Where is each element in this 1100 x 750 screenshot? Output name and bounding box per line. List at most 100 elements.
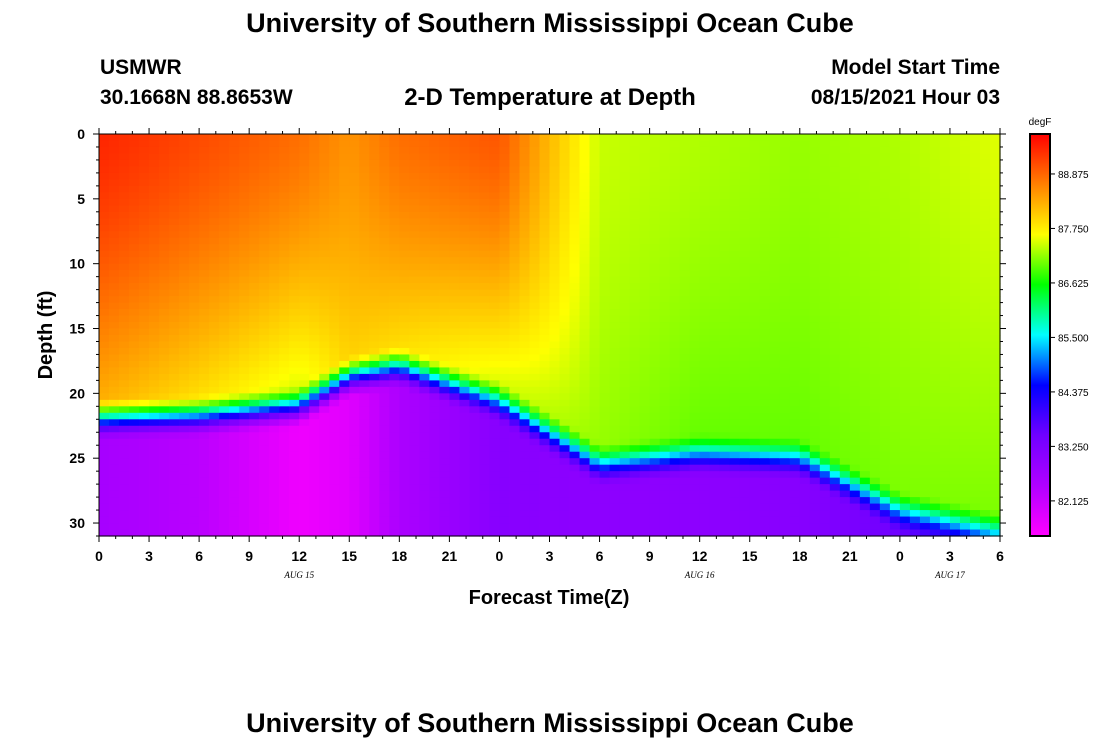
heatmap-cell — [209, 373, 220, 381]
heatmap-cell — [329, 471, 340, 479]
heatmap-cell — [839, 146, 851, 155]
heatmap-cell — [199, 438, 210, 446]
heatmap-cell — [639, 198, 651, 206]
heatmap-cell — [509, 218, 521, 226]
heatmap-cell — [319, 347, 330, 356]
heatmap-cell — [449, 315, 460, 323]
heatmap-cell — [359, 335, 370, 343]
heatmap-cell — [779, 134, 791, 142]
heatmap-cell — [469, 529, 481, 537]
heatmap-cell — [319, 464, 330, 472]
heatmap-cell — [519, 283, 531, 291]
heatmap-cell — [779, 516, 791, 524]
heatmap-cell — [589, 438, 601, 446]
heatmap-cell — [759, 477, 771, 485]
heatmap-cell — [699, 497, 711, 505]
heatmap-cell — [189, 510, 200, 518]
heatmap-cell — [109, 503, 120, 511]
heatmap-cell — [639, 237, 651, 245]
heatmap-cell — [199, 451, 210, 459]
heatmap-cell — [179, 224, 190, 232]
heatmap-cell — [399, 153, 410, 161]
heatmap-cell — [189, 386, 200, 394]
heatmap-cell — [819, 211, 831, 219]
heatmap-cell — [779, 438, 791, 446]
heatmap-cell — [349, 289, 360, 297]
heatmap-cell — [539, 153, 551, 161]
heatmap-cell — [839, 445, 851, 453]
heatmap-cell — [559, 328, 571, 336]
heatmap-cell — [259, 393, 270, 401]
heatmap-cell — [459, 458, 471, 466]
heatmap-cell — [859, 146, 871, 155]
heatmap-cell — [789, 373, 801, 381]
heatmap-cell — [239, 438, 250, 446]
heatmap-cell — [629, 516, 641, 524]
heatmap-cell — [169, 218, 180, 226]
heatmap-cell — [459, 477, 471, 485]
heatmap-cell — [539, 309, 551, 317]
heatmap-cell — [129, 289, 140, 297]
heatmap-cell — [319, 172, 330, 180]
heatmap-cell — [359, 438, 370, 446]
heatmap-cell — [749, 166, 761, 174]
heatmap-cell — [239, 153, 250, 161]
heatmap-cell — [609, 159, 621, 168]
heatmap-cell — [319, 367, 330, 375]
heatmap-cell — [269, 322, 280, 330]
heatmap-cell — [819, 328, 831, 336]
heatmap-cell — [819, 205, 831, 213]
heatmap-cell — [309, 406, 320, 414]
heatmap-cell — [539, 244, 551, 252]
heatmap-cell — [619, 406, 631, 414]
heatmap-cell — [229, 438, 240, 446]
heatmap-cell — [369, 373, 380, 381]
heatmap-cell — [649, 172, 661, 180]
heatmap-cell — [749, 218, 761, 226]
heatmap-cell — [359, 205, 370, 213]
heatmap-cell — [809, 231, 821, 239]
heatmap-cell — [419, 302, 430, 310]
heatmap-cell — [249, 458, 260, 466]
heatmap-cell — [879, 406, 891, 414]
heatmap-cell — [839, 425, 851, 433]
heatmap-cell — [489, 315, 501, 323]
heatmap-cell — [439, 146, 450, 155]
heatmap-cell — [669, 315, 681, 323]
heatmap-cell — [469, 224, 481, 232]
heatmap-cell — [759, 373, 771, 381]
heatmap-cell — [599, 458, 611, 466]
heatmap-cell — [699, 360, 711, 369]
heatmap-cell — [719, 406, 731, 414]
heatmap-cell — [579, 218, 591, 226]
heatmap-cell — [209, 276, 220, 284]
heatmap-cell — [809, 419, 821, 427]
heatmap-cell — [729, 445, 741, 453]
heatmap-cell — [889, 360, 901, 369]
heatmap-cell — [469, 315, 481, 323]
heatmap-cell — [429, 497, 440, 505]
heatmap-cell — [629, 153, 641, 161]
heatmap-cell — [119, 172, 130, 180]
heatmap-cell — [269, 283, 280, 291]
heatmap-cell — [849, 477, 861, 485]
heatmap-cell — [229, 380, 240, 388]
heatmap-cell — [299, 399, 310, 407]
heatmap-cell — [579, 380, 591, 388]
heatmap-cell — [619, 159, 631, 168]
heatmap-cell — [99, 438, 110, 446]
heatmap-cell — [529, 412, 541, 420]
heatmap-cell — [509, 257, 521, 265]
heatmap-cell — [889, 309, 901, 317]
heatmap-cell — [499, 231, 511, 239]
heatmap-cell — [889, 283, 901, 291]
heatmap-cell — [249, 198, 260, 206]
heatmap-cell — [799, 328, 811, 336]
heatmap-cell — [559, 237, 571, 245]
heatmap-cell — [889, 419, 901, 427]
heatmap-cell — [609, 296, 621, 304]
heatmap-cell — [899, 302, 911, 310]
heatmap-cell — [229, 419, 240, 427]
heatmap-cell — [559, 406, 571, 414]
heatmap-cell — [269, 503, 280, 511]
